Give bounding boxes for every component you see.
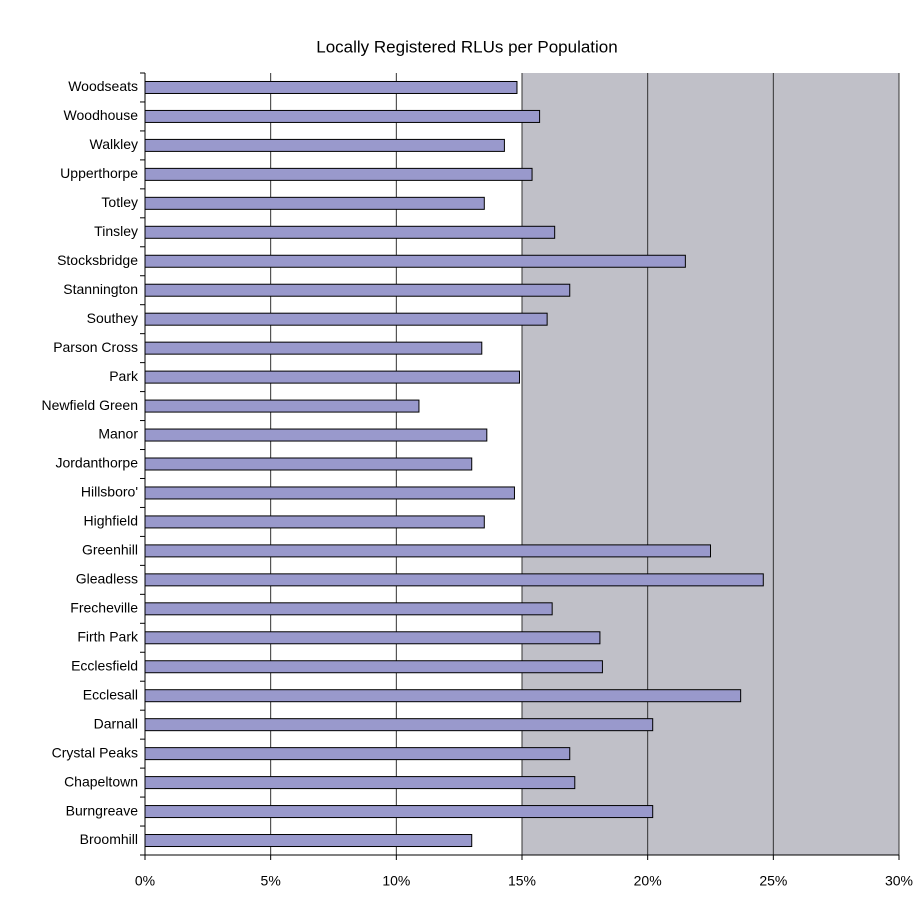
y-tick-label: Ecclesfield	[71, 657, 138, 673]
bar	[144, 80, 518, 94]
y-tick-label: Firth Park	[77, 628, 139, 644]
y-tick-label: Woodhouse	[64, 107, 139, 123]
bar	[144, 805, 654, 819]
y-tick-label: Jordanthorpe	[55, 455, 138, 471]
y-tick-label: Frecheville	[70, 600, 138, 616]
bar	[144, 312, 548, 326]
bar	[144, 457, 473, 471]
y-tick-label: Greenhill	[82, 542, 138, 558]
y-tick-label: Parson Cross	[53, 339, 138, 355]
bar	[144, 109, 541, 123]
y-tick-label: Southey	[87, 310, 138, 326]
y-tick-label: Newfield Green	[42, 397, 139, 413]
bar	[144, 544, 711, 558]
y-tick-label: Stannington	[63, 281, 138, 297]
y-tick-label: Totley	[101, 194, 138, 210]
bar	[144, 399, 420, 413]
bar	[144, 602, 553, 616]
bar	[144, 254, 686, 268]
x-tick-label: 20%	[634, 873, 662, 889]
x-tick-label: 10%	[382, 873, 410, 889]
y-tick-label: Hillsboro'	[81, 484, 138, 500]
bar	[144, 573, 764, 587]
y-tick-label: Manor	[98, 426, 138, 442]
bar	[144, 225, 556, 239]
bar	[144, 428, 488, 442]
bar	[144, 196, 485, 210]
y-tick-label: Park	[109, 368, 139, 384]
y-tick-label: Gleadless	[76, 571, 138, 587]
y-tick-label: Stocksbridge	[57, 252, 138, 268]
bar	[144, 341, 483, 355]
y-tick-label: Ecclesall	[83, 686, 138, 702]
bar	[144, 776, 576, 790]
bar	[144, 370, 520, 384]
x-tick-label: 5%	[261, 873, 281, 889]
y-tick-label: Broomhill	[80, 831, 138, 847]
x-tick-label: 30%	[885, 873, 913, 889]
x-tick-label: 25%	[759, 873, 787, 889]
bar	[144, 167, 533, 181]
y-tick-label: Highfield	[84, 513, 138, 529]
bar	[144, 283, 571, 297]
bar	[144, 515, 485, 529]
bar	[144, 660, 603, 674]
y-tick-label: Burngreave	[66, 802, 139, 818]
bar	[144, 631, 601, 645]
x-tick-label: 0%	[135, 873, 155, 889]
y-tick-label: Walkley	[90, 136, 139, 152]
y-tick-label: Tinsley	[94, 223, 138, 239]
x-tick-label: 15%	[508, 873, 536, 889]
y-tick-label: Chapeltown	[64, 773, 138, 789]
chart-title: Locally Registered RLUs per Population	[316, 37, 617, 56]
bar	[144, 486, 515, 500]
bar	[144, 718, 654, 732]
y-tick-label: Upperthorpe	[60, 165, 138, 181]
bar	[144, 689, 742, 703]
y-tick-label: Darnall	[94, 715, 138, 731]
bar	[144, 747, 571, 761]
y-tick-label: Woodseats	[68, 78, 138, 94]
bar	[144, 138, 505, 152]
bar	[144, 834, 473, 848]
y-tick-label: Crystal Peaks	[52, 744, 138, 760]
